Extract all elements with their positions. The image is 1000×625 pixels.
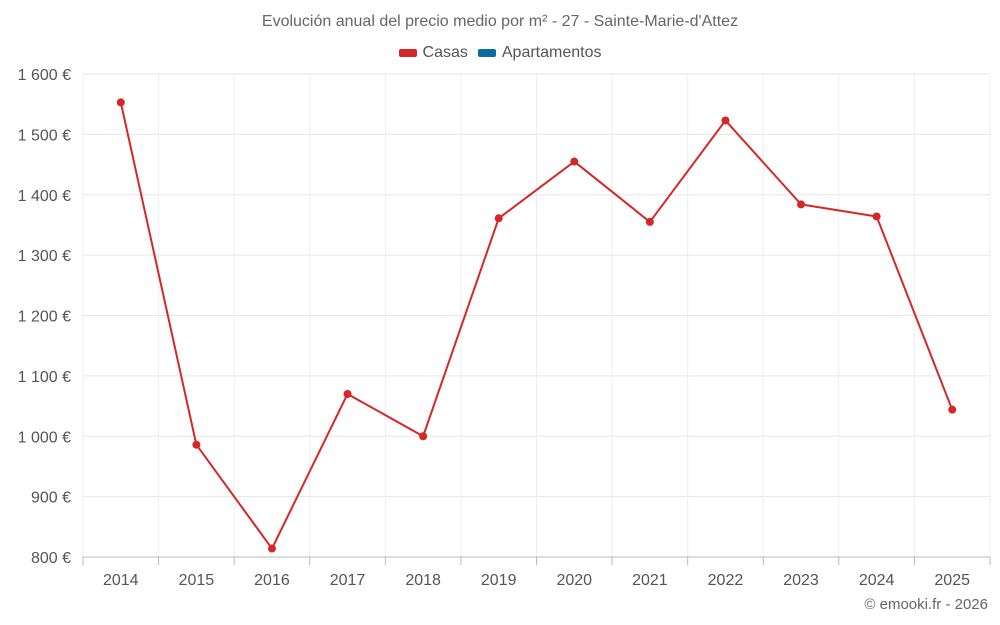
credit-text: © emooki.fr - 2026 [864, 596, 988, 613]
x-tick-label: 2025 [934, 572, 970, 589]
x-tick-label: 2020 [556, 572, 592, 589]
y-tick-label: 1 600 € [18, 67, 71, 84]
series-group [116, 98, 957, 553]
series-line-0 [119, 102, 954, 550]
x-tick-label: 2015 [179, 572, 215, 589]
data-point[interactable] [872, 212, 881, 221]
y-axis: 800 € 900 € 1 000 € 1 100 € 1 200 € 1 300 € 1 … [18, 67, 71, 567]
legend-label-casas: Casas [422, 44, 468, 61]
data-point[interactable] [116, 98, 125, 107]
grid [82, 73, 991, 558]
x-tick-label: 2023 [783, 572, 819, 589]
data-point[interactable] [721, 116, 730, 125]
chart-title: Evolución anual del precio medio por m² … [261, 13, 739, 30]
data-point[interactable] [570, 157, 579, 166]
legend: Casas Apartamentos [0, 44, 1000, 62]
x-tick-label: 2024 [859, 572, 895, 589]
data-point[interactable] [192, 440, 201, 449]
data-point[interactable] [645, 217, 654, 226]
x-tick-label: 2014 [103, 572, 139, 589]
y-tick-label: 800 € [31, 550, 71, 567]
data-point[interactable] [494, 214, 503, 223]
data-point[interactable] [948, 405, 957, 414]
data-point[interactable] [267, 544, 276, 553]
y-tick-label: 1 500 € [18, 127, 71, 144]
legend-label-apartamentos: Apartamentos [501, 44, 602, 61]
data-point[interactable] [797, 200, 806, 209]
x-axis: 2014 2015 2016 2017 2018 2019 2020 2021 2022 2023… [82, 556, 991, 589]
y-tick-label: 1 100 € [18, 369, 71, 386]
legend-item-apartamentos[interactable]: Apartamentos [477, 44, 602, 62]
legend-swatch-apartamentos [477, 49, 496, 57]
y-tick-label: 1 400 € [18, 188, 71, 205]
x-tick-label: 2022 [708, 572, 744, 589]
y-tick-label: 1 200 € [18, 309, 71, 326]
x-tick-label: 2017 [330, 572, 366, 589]
x-tick-label: 2016 [254, 572, 290, 589]
legend-item-casas[interactable]: Casas [398, 44, 468, 62]
legend-swatch-casas [398, 49, 417, 57]
x-tick-label: 2019 [481, 572, 517, 589]
data-point[interactable] [343, 389, 352, 398]
y-tick-label: 1 300 € [18, 248, 71, 265]
y-tick-label: 1 000 € [18, 429, 71, 446]
x-tick-label: 2021 [632, 572, 668, 589]
x-tick-label: 2018 [405, 572, 441, 589]
data-point[interactable] [419, 432, 428, 441]
y-tick-label: 900 € [31, 490, 71, 507]
